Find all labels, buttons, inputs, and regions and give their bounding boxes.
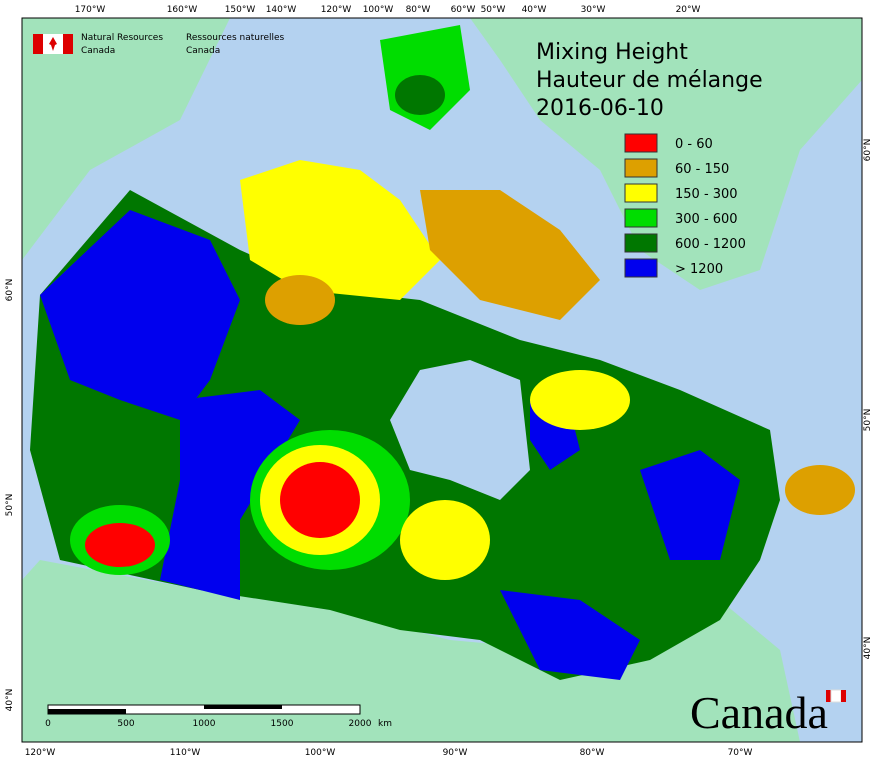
longitude-label: 30°W	[581, 5, 606, 15]
longitude-label: 20°W	[676, 5, 701, 15]
longitude-label: 60°W	[451, 5, 476, 15]
latitude-label: 50°N	[863, 409, 873, 432]
legend-label: 600 - 1200	[675, 237, 746, 252]
usa	[22, 560, 800, 742]
legend-label: 60 - 150	[675, 162, 729, 177]
longitude-label: 120°W	[321, 5, 352, 15]
scale-bar	[48, 709, 126, 714]
latitude-label: 50°N	[5, 494, 15, 517]
longitude-label: 100°W	[305, 748, 336, 758]
longitude-label: 80°W	[580, 748, 605, 758]
region-min	[85, 523, 155, 567]
legend-label: > 1200	[675, 262, 723, 277]
longitude-label: 90°W	[443, 748, 468, 758]
map-border	[21, 17, 863, 743]
label-band	[0, 0, 22, 760]
greenland	[470, 18, 862, 290]
legend-swatch	[624, 183, 658, 203]
legend-swatch	[624, 133, 658, 153]
region-high	[40, 210, 240, 420]
longitude-label: 110°W	[170, 748, 201, 758]
longitude-label: 170°W	[75, 5, 106, 15]
region-low	[400, 500, 490, 580]
scale-label: 500	[117, 719, 134, 729]
longitude-label: 120°W	[25, 748, 56, 758]
legend-swatch	[624, 258, 658, 278]
islands	[395, 75, 445, 115]
longitude-label: 150°W	[225, 5, 256, 15]
scale-label: 1000	[193, 719, 216, 729]
islands	[420, 190, 600, 320]
org-fr: Canada	[186, 46, 220, 56]
title: Mixing Height	[536, 40, 688, 65]
label-band	[0, 0, 880, 18]
wordmark-flag	[830, 689, 842, 703]
flag-leaf	[49, 37, 57, 51]
legend-swatch	[624, 158, 658, 178]
org-en: Natural Resources	[81, 33, 163, 43]
longitude-label: 70°W	[728, 748, 753, 758]
wordmark-flag	[826, 690, 831, 702]
title: 2016-06-10	[536, 96, 664, 121]
legend-swatch	[624, 208, 658, 228]
alaska	[22, 18, 230, 260]
region-lowmid	[785, 465, 855, 515]
islands	[240, 160, 440, 300]
longitude-label: 140°W	[266, 5, 297, 15]
scale-bar	[204, 705, 282, 709]
wordmark-flag	[841, 690, 846, 702]
region-high	[160, 390, 300, 600]
label-band	[0, 742, 880, 760]
region-lowmid	[265, 275, 335, 325]
flag-bar	[63, 34, 73, 54]
longitude-label: 50°W	[481, 5, 506, 15]
flag-bar	[33, 34, 43, 54]
region-high	[500, 590, 640, 680]
legend-label: 300 - 600	[675, 212, 738, 227]
wordmark: Canada	[690, 687, 828, 738]
region-high	[640, 450, 740, 560]
scale-label: 0	[45, 719, 51, 729]
scale-label: 1500	[271, 719, 294, 729]
region-min	[280, 462, 360, 538]
latitude-label: 40°N	[5, 689, 15, 712]
latitude-label: 60°N	[5, 279, 15, 302]
legend-label: 0 - 60	[675, 137, 713, 152]
label-band	[862, 0, 880, 760]
org-fr: Ressources naturelles	[186, 33, 285, 43]
latitude-label: 60°N	[863, 139, 873, 162]
longitude-label: 100°W	[363, 5, 394, 15]
scale-label: 2000	[349, 719, 372, 729]
legend-label: 150 - 300	[675, 187, 738, 202]
longitude-label: 40°W	[522, 5, 547, 15]
legend-swatch	[624, 233, 658, 253]
region-low	[530, 370, 630, 430]
longitude-label: 160°W	[167, 5, 198, 15]
longitude-label: 80°W	[406, 5, 431, 15]
org-en: Canada	[81, 46, 115, 56]
title: Hauteur de mélange	[536, 68, 763, 93]
latitude-label: 40°N	[863, 637, 873, 660]
hudson-bay	[390, 360, 530, 500]
scale-unit: km	[378, 719, 392, 729]
